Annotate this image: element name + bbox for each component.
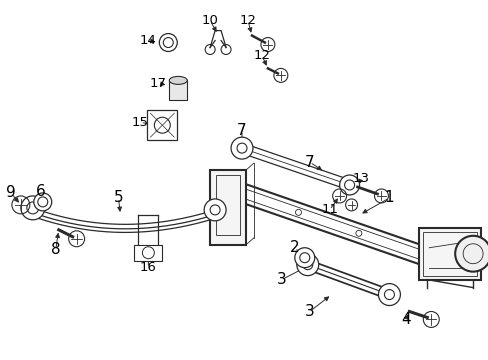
Text: 13: 13 — [352, 171, 369, 185]
Text: 1: 1 — [384, 190, 393, 206]
Bar — [147, 110, 177, 140]
Text: 7: 7 — [305, 154, 314, 170]
Circle shape — [295, 210, 301, 215]
Bar — [423, 232, 476, 276]
Text: 11: 11 — [321, 203, 338, 216]
Text: 3: 3 — [304, 304, 314, 319]
Text: 2: 2 — [289, 240, 299, 255]
Bar — [134, 245, 162, 261]
Text: 14: 14 — [140, 34, 157, 47]
Text: 8: 8 — [51, 242, 61, 257]
Bar — [210, 170, 245, 245]
Text: 4: 4 — [401, 312, 410, 327]
Ellipse shape — [169, 76, 187, 84]
Bar — [216, 175, 240, 235]
Circle shape — [296, 254, 318, 276]
Circle shape — [159, 33, 177, 51]
Text: 5: 5 — [113, 190, 123, 206]
Circle shape — [339, 175, 359, 195]
Circle shape — [378, 284, 400, 306]
Text: 15: 15 — [132, 116, 149, 129]
Bar — [169, 80, 187, 100]
Circle shape — [294, 248, 314, 268]
Text: 12: 12 — [239, 14, 256, 27]
Circle shape — [454, 236, 488, 272]
Bar — [419, 228, 480, 280]
Text: 9: 9 — [6, 185, 16, 201]
Text: 6: 6 — [36, 184, 45, 199]
Circle shape — [203, 199, 225, 221]
Text: 12: 12 — [253, 49, 270, 62]
Text: 3: 3 — [276, 272, 286, 287]
Circle shape — [34, 193, 52, 211]
Circle shape — [21, 196, 45, 220]
Text: 10: 10 — [201, 14, 218, 27]
Text: 16: 16 — [140, 261, 157, 274]
Circle shape — [355, 230, 361, 236]
Circle shape — [230, 137, 252, 159]
Text: 7: 7 — [237, 123, 246, 138]
Text: 17: 17 — [149, 77, 166, 90]
